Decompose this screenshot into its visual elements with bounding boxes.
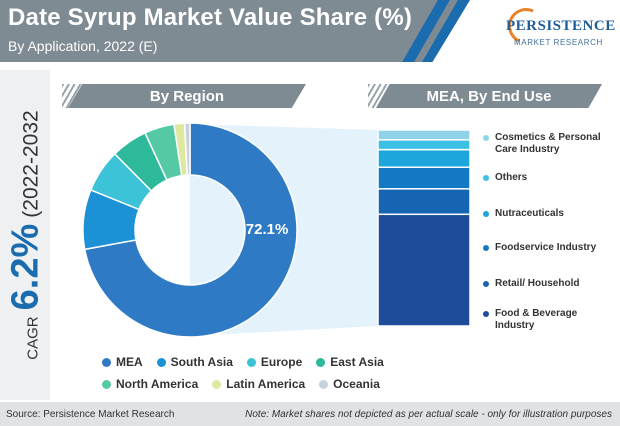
legend-item-europe: Europe	[246, 355, 303, 369]
legend-dot-icon	[102, 379, 111, 389]
legend-item-north-america: North America	[102, 377, 198, 391]
pie-slice-oceania	[183, 122, 191, 176]
legend-dot-icon	[246, 357, 256, 367]
legend-dot-icon	[156, 357, 166, 367]
title-banner: Date Syrup Market Value Share (%) By App…	[0, 0, 470, 62]
enduse-legend-item-foodservice-industry: Foodservice Industry	[483, 242, 596, 254]
legend-dot-icon	[483, 211, 489, 217]
source-text: Source: Persistence Market Research	[6, 408, 175, 420]
legend-dot-icon	[102, 357, 111, 367]
brand-logo: PERSISTENCE MARKET RESEARCH	[498, 2, 616, 54]
page-subtitle: By Application, 2022 (E)	[8, 38, 158, 54]
legend-label: Oceania	[333, 377, 380, 391]
legend-dot-icon	[483, 175, 489, 181]
page-title: Date Syrup Market Value Share (%)	[8, 4, 413, 31]
enduse-legend-item-others: Others	[483, 172, 527, 184]
enduse-legend-item-retail-household: Retail/ Household	[483, 278, 579, 290]
legend-item-south-asia: South Asia	[156, 355, 233, 369]
footer: Source: Persistence Market Research Note…	[0, 402, 620, 426]
enduse-legend-item-food-beverage-industry: Food & Beverage Industry	[483, 308, 613, 332]
legend-label: Europe	[260, 355, 303, 369]
legend-row: MEA South Asia Europe East Asia	[102, 355, 402, 369]
pie-label-mea: 72.1%	[246, 221, 289, 238]
cagr-panel	[0, 70, 50, 400]
legend-label: North America	[116, 377, 199, 391]
legend-label: MEA	[116, 355, 143, 369]
bar-segment-foodservice-industry	[377, 166, 471, 190]
legend-dot-icon	[483, 135, 489, 141]
legend-label: Foodservice Industry	[495, 242, 597, 253]
section-header-region: By Region	[68, 84, 306, 108]
bar-segment-others	[377, 139, 471, 151]
legend-item-east-asia: East Asia	[316, 355, 384, 369]
legend-label: East Asia	[330, 355, 384, 369]
legend-dot-icon	[483, 281, 489, 287]
legend-label: Others	[495, 172, 528, 183]
enduse-legend-item-cosmetics-personal-care-industry: Cosmetics & Personal Care Industry	[483, 132, 613, 156]
legend-dot-icon	[483, 311, 489, 317]
legend-label: Latin America	[226, 377, 306, 391]
legend-label: South Asia	[170, 355, 233, 369]
region-legend: MEA South Asia Europe East Asia North Americ…	[102, 355, 402, 399]
legend-dot-icon	[316, 357, 326, 367]
note-text: Note: Market shares not depicted as per …	[245, 408, 612, 420]
legend-label: Cosmetics & Personal Care Industry	[495, 132, 601, 155]
legend-dot-icon	[483, 245, 489, 251]
legend-item-latin-america: Latin America	[212, 377, 305, 391]
legend-label: Retail/ Household	[495, 278, 580, 289]
legend-dot-icon	[212, 379, 222, 389]
legend-label: Nutraceuticals	[495, 208, 564, 219]
logo-tagline: MARKET RESEARCH	[514, 38, 603, 47]
section-header-enduse: MEA, By End Use	[376, 84, 602, 108]
legend-dot-icon	[319, 379, 329, 389]
pie-slice-mea	[83, 122, 298, 338]
logo-name: PERSISTENCE	[506, 18, 616, 34]
legend-item-mea: MEA	[102, 355, 143, 369]
bar-segment-cosmetics-personal-care-industry	[377, 129, 471, 141]
bar-segment-nutraceuticals	[377, 148, 471, 168]
legend-item-oceania: Oceania	[319, 377, 380, 391]
enduse-legend-item-nutraceuticals: Nutraceuticals	[483, 208, 564, 220]
bar-segment-retail-household	[377, 188, 471, 216]
legend-row: North America Latin America Oceania	[102, 377, 402, 391]
bar-segment-food-beverage-industry	[377, 213, 471, 327]
legend-label: Food & Beverage Industry	[495, 308, 578, 331]
